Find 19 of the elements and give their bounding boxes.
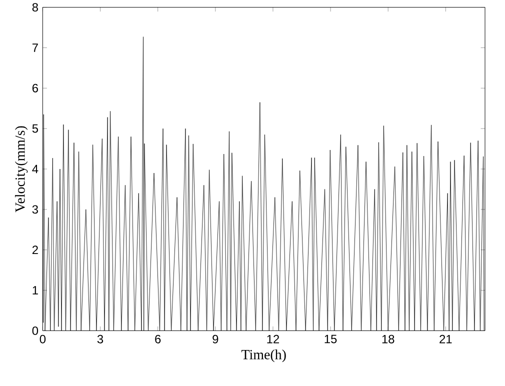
x-tick-label: 15 <box>324 334 337 344</box>
x-tick-label: 0 <box>40 334 46 344</box>
y-tick-label: 3 <box>32 205 38 214</box>
x-axis-title: Time(h) <box>242 350 286 362</box>
y-tick-label: 7 <box>32 44 38 52</box>
y-tick-label: 2 <box>32 246 38 254</box>
y-axis-title: Velocity(mm/s) <box>15 126 28 212</box>
y-tick-label: 8 <box>32 3 38 12</box>
x-tick-label: 6 <box>155 334 161 344</box>
x-tick-label: 12 <box>267 334 280 344</box>
x-tick-label: 18 <box>382 334 394 344</box>
y-tick-label: 0 <box>32 326 38 335</box>
x-tick-label: 21 <box>440 334 452 344</box>
x-tick-label: 9 <box>212 334 218 344</box>
y-tick-label: 5 <box>32 124 38 133</box>
x-tick-label: 3 <box>97 334 104 344</box>
y-tick-label: 4 <box>32 164 38 174</box>
y-tick-label: 6 <box>32 84 38 92</box>
y-tick-label: 1 <box>32 286 38 294</box>
